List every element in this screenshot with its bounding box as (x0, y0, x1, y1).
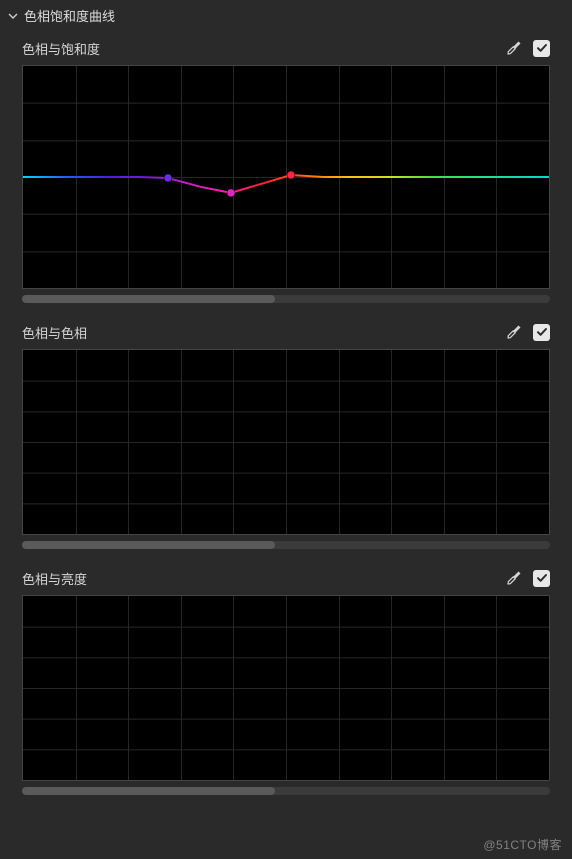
curve-title: 色相与亮度 (22, 569, 505, 588)
chevron-down-icon (8, 11, 18, 21)
eyedropper-icon[interactable] (505, 323, 523, 341)
curve-header: 色相与饱和度 (22, 31, 550, 65)
horizontal-scrollbar[interactable] (22, 295, 550, 303)
eyedropper-icon[interactable] (505, 569, 523, 587)
curve-title: 色相与色相 (22, 323, 505, 342)
curve-block-hue_saturation: 色相与饱和度 (0, 31, 572, 315)
scrollbar-thumb[interactable] (22, 295, 275, 303)
enable-checkbox[interactable] (533, 40, 550, 57)
hue-curves-panel: 色相饱和度曲线 色相与饱和度 色相与色相 色相与亮度 (0, 0, 572, 859)
section-header[interactable]: 色相饱和度曲线 (0, 0, 572, 31)
curves-host: 色相与饱和度 色相与色相 色相与亮度 (0, 31, 572, 807)
curve-title: 色相与饱和度 (22, 39, 505, 58)
horizontal-scrollbar[interactable] (22, 541, 550, 549)
enable-checkbox[interactable] (533, 324, 550, 341)
curve-header: 色相与亮度 (22, 561, 550, 595)
curve-graph[interactable] (22, 65, 550, 289)
scrollbar-thumb[interactable] (22, 541, 275, 549)
curve-block-hue_hue: 色相与色相 (0, 315, 572, 561)
curve-block-hue_lightness: 色相与亮度 (0, 561, 572, 807)
section-title: 色相饱和度曲线 (24, 6, 115, 25)
scrollbar-thumb[interactable] (22, 787, 275, 795)
horizontal-scrollbar[interactable] (22, 787, 550, 795)
eyedropper-icon[interactable] (505, 39, 523, 57)
curve-graph[interactable] (22, 349, 550, 535)
curve-graph[interactable] (22, 595, 550, 781)
enable-checkbox[interactable] (533, 570, 550, 587)
curve-header: 色相与色相 (22, 315, 550, 349)
